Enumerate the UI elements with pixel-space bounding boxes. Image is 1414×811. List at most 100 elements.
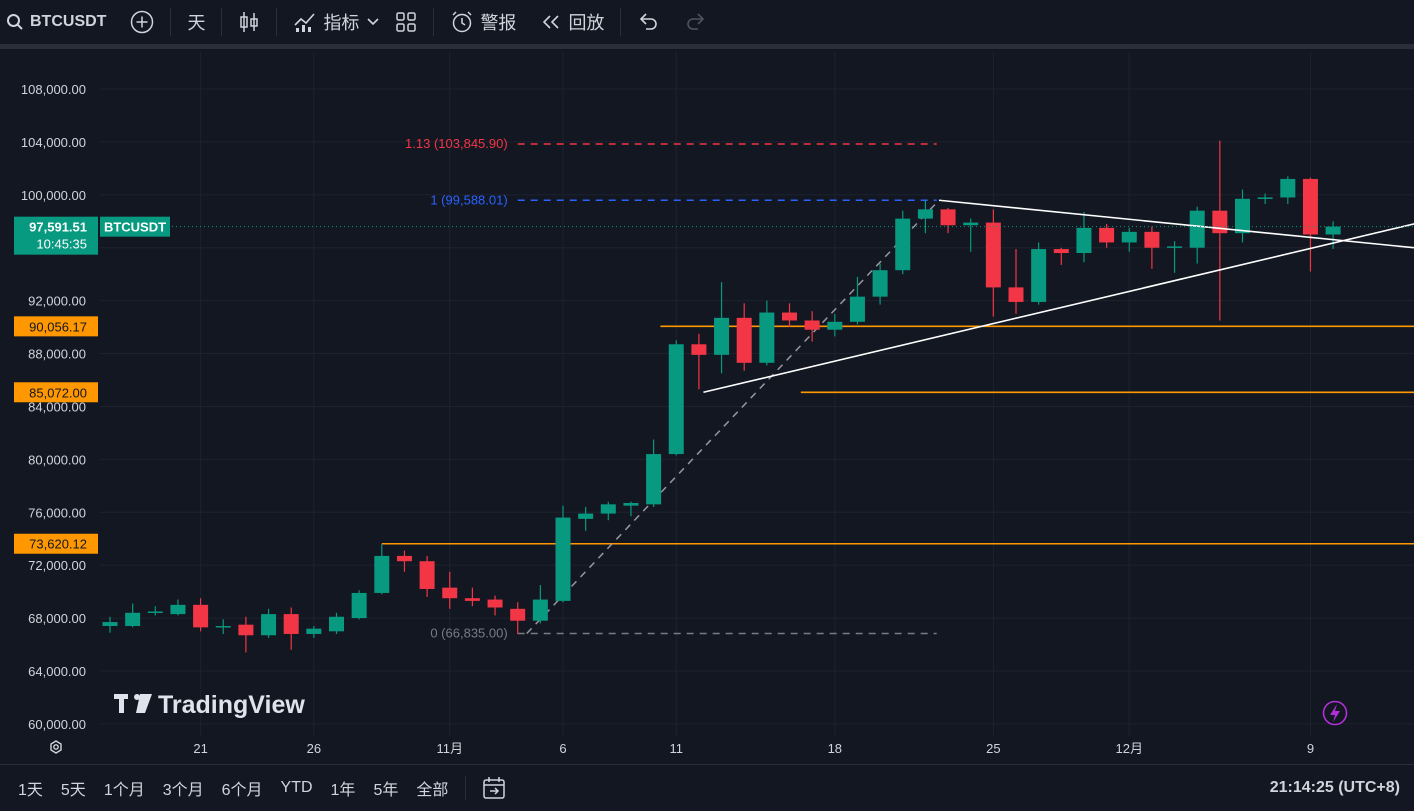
candle-body (600, 504, 616, 514)
candle-body (102, 622, 118, 627)
candle-body (487, 599, 503, 608)
settings-icon[interactable] (50, 740, 62, 754)
range-ytd-button[interactable]: YTD (280, 779, 313, 796)
chart-type-button[interactable] (232, 6, 266, 38)
compare-symbol-button[interactable] (124, 6, 160, 38)
candle-body (1235, 198, 1250, 234)
alerts-button[interactable]: 警报 (444, 5, 522, 39)
range-1y-button[interactable]: 1年 (330, 782, 356, 799)
time-axis-label: 11月 (437, 741, 464, 756)
range-5d-button[interactable]: 5天 (60, 782, 86, 799)
go-to-date-button[interactable] (476, 772, 514, 804)
price-tag: 90,056.17 (14, 316, 98, 337)
price-tag-box (14, 316, 98, 337)
range-5y-button[interactable]: 5年 (373, 782, 399, 799)
range-1d-button[interactable]: 1天 (18, 782, 43, 799)
price-axis-label: 72,000.00 (28, 558, 86, 573)
price-tag: 85,072.00 (14, 382, 98, 403)
candle-body (170, 604, 186, 615)
replay-button[interactable]: 回放 (534, 5, 610, 39)
candle-body (782, 312, 797, 321)
timezone-clock[interactable]: 21:14:25 (UTC+8) (1269, 779, 1400, 796)
candle-body (1189, 210, 1205, 248)
grid-layout-icon (396, 12, 417, 32)
range-all-button[interactable]: 全部 (416, 782, 449, 799)
indicators-button[interactable]: 指标 (287, 5, 365, 39)
range-1m-button[interactable]: 1个月 (103, 782, 145, 799)
undo-icon (640, 13, 658, 30)
candle-body (827, 321, 843, 330)
candle-body (555, 517, 571, 601)
candle-body (714, 317, 730, 355)
candle-body (691, 344, 707, 355)
candle-body (306, 628, 322, 634)
price-axis-label: 64,000.00 (28, 664, 86, 679)
price-tag-box (14, 533, 98, 554)
candle-body (419, 561, 435, 589)
indicators-label: 指标 (323, 13, 360, 33)
redo-icon (687, 13, 705, 30)
alarm-clock-icon (452, 11, 472, 33)
symbol-tag-label: BTCUSDT (104, 220, 166, 235)
alerts-label: 警报 (480, 13, 517, 33)
candle-body (1008, 287, 1024, 302)
date-range-selector: 1天 5天 1个月 3个月 6个月 YTD 1年 5年 全部 (0, 776, 457, 800)
time-axis-label: 9 (1307, 741, 1314, 756)
candle-body (985, 222, 1001, 288)
candle-body (1031, 249, 1047, 302)
price-axis-label: 100,000.00 (21, 188, 86, 203)
price-axis-label: 88,000.00 (28, 347, 86, 362)
range-3m-button[interactable]: 3个月 (162, 782, 204, 799)
candle-body (1144, 231, 1160, 248)
price-axis[interactable]: 108,000.00 104,000.00 100,000.00 92,000.00 8… (21, 82, 86, 732)
candle-body (759, 312, 775, 363)
plus-circle-icon (131, 10, 154, 34)
candle-body (283, 614, 299, 634)
symbol-name: BTCUSDT (30, 13, 107, 30)
candle-body (329, 616, 344, 632)
symbol-tag-box (100, 216, 170, 237)
fib-level-label: 0 (66,835.00) (430, 625, 507, 640)
toolbar-divider (170, 8, 172, 36)
candle-body (510, 608, 526, 621)
price-chart[interactable]: 1.13 (103,845.90) 1 (99,588.01) 0 (66,835.… (0, 49, 1414, 764)
candle-body (147, 611, 163, 613)
candle-body (668, 344, 684, 455)
price-tag-label: 90,056.17 (29, 319, 87, 334)
time-axis[interactable]: 21 26 11月 6 11 18 25 12月 9 (193, 741, 1314, 756)
price-tag: 73,620.12 (14, 533, 98, 554)
candle-body (1121, 231, 1137, 243)
time-axis-label: 12月 (1116, 741, 1143, 756)
undo-button[interactable] (631, 9, 665, 35)
symbol-search-button[interactable]: BTCUSDT (0, 9, 112, 35)
interval-button[interactable]: 天 (181, 5, 211, 39)
price-tag-box (14, 382, 98, 403)
fib-level-label: 1.13 (103,845.90) (405, 136, 508, 151)
candle-body (238, 624, 254, 636)
lightning-icon[interactable] (1322, 700, 1348, 726)
candle-body (940, 209, 956, 226)
last-price-tag: 97,591.51 10:45:35 BTCUSDT (14, 216, 170, 255)
candle-body (736, 317, 752, 363)
candle-body (1302, 178, 1318, 235)
candle-body (193, 604, 209, 628)
candle-body (623, 503, 639, 506)
candle-body (1053, 249, 1069, 254)
toolbar-divider (620, 8, 622, 36)
top-toolbar: BTCUSDT 天 指标 警报 回放 (0, 0, 1414, 44)
indicator-templates-button[interactable] (365, 14, 381, 30)
price-axis-label: 92,000.00 (28, 294, 86, 309)
candle-body (1257, 197, 1273, 199)
replay-label: 回放 (568, 13, 605, 33)
watermark-text: TradingView (158, 691, 305, 719)
range-6m-button[interactable]: 6个月 (221, 782, 263, 799)
time-axis-label: 11 (670, 741, 684, 756)
redo-button[interactable] (679, 9, 713, 35)
drawing-layer: 1.13 (103,845.90) 1 (99,588.01) 0 (66,835.… (381, 136, 1414, 640)
candles-layer (102, 140, 1341, 653)
layout-button[interactable] (389, 7, 423, 37)
chevron-down-icon (367, 18, 380, 26)
candle-body (1325, 226, 1341, 235)
bottom-divider (465, 776, 467, 800)
tradingview-watermark: TradingView (114, 691, 305, 719)
